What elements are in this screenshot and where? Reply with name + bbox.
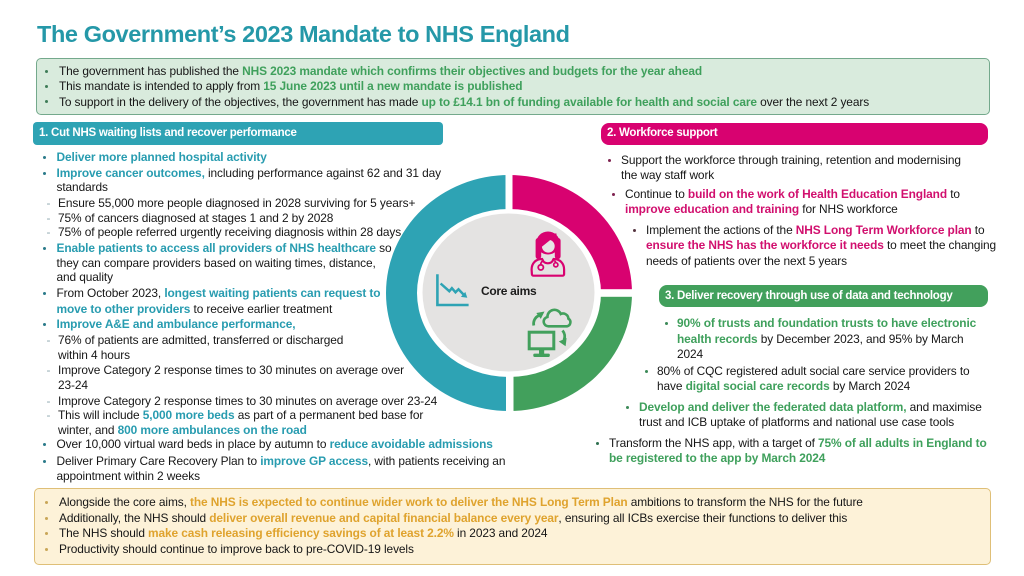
svg-text:Core aims: Core aims	[481, 284, 537, 298]
